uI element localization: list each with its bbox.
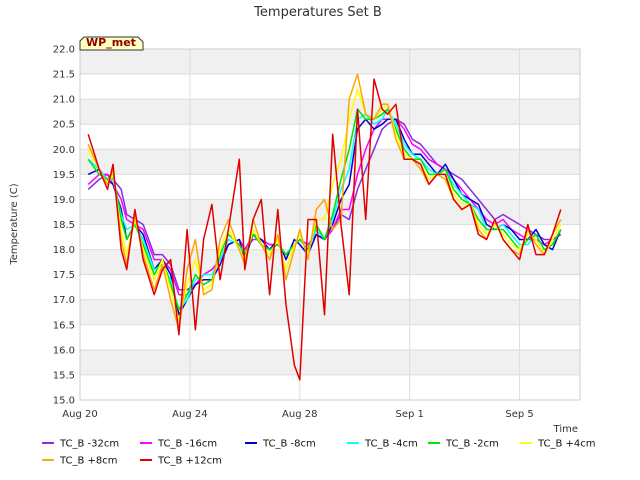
y-tick-label: 18.5 xyxy=(53,220,75,231)
x-tick-label: Sep 1 xyxy=(395,409,423,420)
y-tick-label: 20.0 xyxy=(53,145,75,156)
grid-band xyxy=(80,299,580,325)
y-axis: 15.0 15.5 16.0 16.5 17.0 17.5 18.0 18.5 19.0 19.5… xyxy=(53,45,75,407)
series-line-7 xyxy=(87,73,562,331)
y-tick-label: 18.0 xyxy=(53,245,75,256)
y-tick-label: 17.0 xyxy=(53,295,75,306)
grid-band xyxy=(80,99,580,125)
x-axis-label: Time xyxy=(553,424,578,435)
series-line-6 xyxy=(87,88,562,321)
y-tick-label: 22.0 xyxy=(53,45,75,56)
svg-text:WP_met: WP_met xyxy=(86,36,136,49)
series-line-8 xyxy=(87,78,562,381)
y-tick-label: 17.5 xyxy=(53,270,75,281)
x-tick-label: Aug 20 xyxy=(62,409,97,420)
legend: TC_B -32cm TC_B -16cm TC_B -8cm TC_B -4cm TC… xyxy=(42,439,596,467)
legend-entry: TC_B -32cm xyxy=(59,439,119,450)
y-tick-label: 15.5 xyxy=(53,370,75,381)
legend-entry: TC_B -16cm xyxy=(157,439,217,450)
y-tick-label: 15.0 xyxy=(53,396,75,407)
grid-band xyxy=(80,149,580,175)
y-tick-label: 19.5 xyxy=(53,170,75,181)
legend-entry: TC_B +8cm xyxy=(59,456,118,467)
x-tick-label: Aug 24 xyxy=(172,409,207,420)
grid-band xyxy=(80,49,580,75)
plot-frame xyxy=(79,48,581,401)
series-lines xyxy=(87,73,562,381)
y-axis-label: Temperature (C) xyxy=(9,183,20,265)
series-line-5 xyxy=(87,108,562,311)
chart-title: Temperatures Set B xyxy=(253,5,382,20)
grid-band xyxy=(80,349,580,375)
y-tick-label: 16.0 xyxy=(53,345,75,356)
x-axis: Aug 20 Aug 24 Aug 28 Sep 1 Sep 5 xyxy=(62,409,533,420)
legend-entry: TC_B +12cm xyxy=(157,456,222,467)
x-tick-label: Sep 5 xyxy=(505,409,533,420)
legend-entry: TC_B -8cm xyxy=(262,439,316,450)
legend-entry: TC_B -2cm xyxy=(445,439,499,450)
legend-entry: TC_B +4cm xyxy=(537,439,596,450)
y-tick-label: 19.0 xyxy=(53,195,75,206)
y-tick-label: 21.0 xyxy=(53,95,75,106)
y-tick-label: 21.5 xyxy=(53,70,75,81)
y-tick-label: 20.5 xyxy=(53,120,75,131)
legend-entry: TC_B -4cm xyxy=(364,439,418,450)
site-badge: WP_met xyxy=(79,36,144,51)
y-tick-label: 16.5 xyxy=(53,320,75,331)
grid-band xyxy=(80,249,580,275)
x-tick-label: Aug 28 xyxy=(282,409,317,420)
